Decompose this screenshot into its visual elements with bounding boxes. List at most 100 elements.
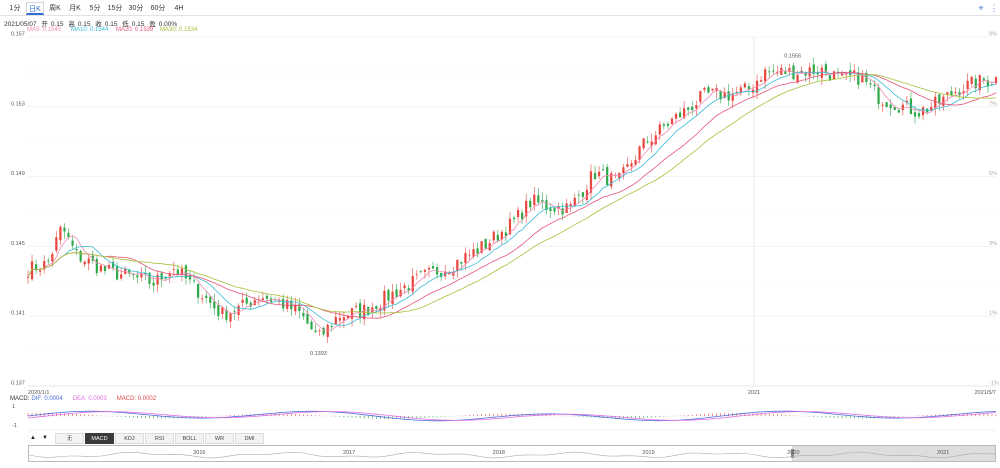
candle-body — [508, 218, 512, 235]
candle-body — [731, 93, 734, 101]
candle-body — [34, 264, 38, 271]
candle-body — [622, 167, 625, 174]
period-tab-7[interactable]: 60分 — [150, 5, 166, 12]
indicator-tab-无[interactable]: 无 — [55, 433, 84, 444]
candle-body — [233, 311, 236, 313]
candle-body — [549, 208, 552, 211]
candle-body — [626, 164, 629, 167]
candle-body — [853, 70, 856, 74]
candle-body — [391, 291, 394, 304]
candle-body — [172, 269, 175, 270]
candle-body — [537, 195, 540, 203]
candle-body — [310, 321, 313, 330]
quote-change-label: 盈 — [149, 21, 156, 28]
period-tab-5[interactable]: 15分 — [107, 5, 123, 12]
candle-body — [666, 123, 670, 126]
candle-body — [504, 232, 508, 237]
candle-body — [213, 301, 216, 309]
macd-tick-label: -1 — [12, 423, 17, 429]
indicator-tab-dmi[interactable]: DMI — [235, 433, 264, 444]
period-tab-6[interactable]: 30分 — [128, 5, 144, 12]
candle-body — [525, 200, 528, 217]
navigator-selection[interactable] — [792, 446, 995, 461]
ma5-line — [27, 69, 997, 331]
candle-body — [630, 163, 633, 167]
candle-body — [480, 241, 483, 253]
period-tab-4[interactable]: 5分 — [89, 5, 101, 12]
candle-body — [950, 91, 953, 96]
period-tab-0[interactable]: 1分 — [9, 5, 21, 12]
candle-body — [156, 274, 159, 285]
candle-body — [670, 118, 674, 125]
quote-close: 0.15 — [104, 21, 118, 28]
candle-body — [755, 80, 759, 93]
candle-body — [30, 261, 34, 280]
navigator-left-handle[interactable] — [791, 449, 795, 458]
navigator-year-2019: 2019 — [642, 450, 655, 456]
period-tab-3[interactable]: 月K — [69, 5, 81, 12]
candle-body — [245, 297, 248, 304]
candle-body — [229, 313, 232, 322]
candle-body — [658, 124, 661, 135]
period-tab-1[interactable]: 日K — [26, 2, 44, 15]
candle-body — [395, 289, 398, 297]
navigator-year-2017: 2017 — [342, 450, 356, 456]
indicator-tab-kdj[interactable]: KDJ — [115, 433, 144, 444]
candle-body — [411, 275, 414, 292]
candle-body — [103, 265, 107, 272]
y-tick-label: 0.141 — [11, 311, 25, 317]
candle-body — [764, 69, 767, 82]
range-navigator[interactable]: 2016 2017 2018 2019 2020 2021 — [28, 445, 996, 462]
candle-body — [695, 105, 698, 109]
candle-body — [824, 64, 828, 74]
candle-body — [687, 107, 690, 110]
period-tab-8[interactable]: 4H — [174, 5, 184, 12]
period-tab-2[interactable]: 周K — [49, 5, 61, 12]
candle-body — [788, 67, 791, 72]
candle-body — [857, 72, 860, 85]
candle-body — [589, 171, 593, 193]
candle-body — [75, 249, 78, 251]
indicator-tab-rsi[interactable]: RSI — [145, 433, 174, 444]
candle-body — [176, 269, 179, 275]
candle-body — [253, 300, 256, 306]
candle-body — [654, 135, 657, 145]
candles — [26, 57, 998, 343]
candle-body — [869, 83, 872, 85]
pct-tick-label: 9% — [989, 32, 997, 38]
collapse-down-icon[interactable]: ▼ — [42, 435, 48, 441]
candle-body — [67, 232, 70, 238]
collapse-up-icon[interactable]: ▲ — [30, 435, 36, 441]
candle-body — [739, 87, 742, 93]
macd-legend-macd: MACD: 0.0002 — [116, 396, 157, 402]
macd-legend-dif: DIF: 0.0004 — [31, 396, 63, 402]
candle-body — [209, 296, 212, 303]
candle-body — [196, 283, 200, 298]
pct-tick-label: -1% — [989, 381, 999, 387]
candle-body — [342, 317, 346, 321]
indicator-tab-boll[interactable]: BOLL — [175, 433, 204, 444]
candle-body — [610, 173, 613, 187]
quote-open-label: 开 — [41, 21, 48, 28]
navigator-year-2021: 2021 — [937, 450, 950, 456]
candle-body — [201, 298, 204, 300]
candle-body — [148, 272, 151, 284]
candle-body — [265, 295, 269, 299]
candle-body — [905, 100, 909, 103]
candle-body — [751, 89, 755, 93]
more-vertical-icon[interactable]: ⋮ — [989, 3, 999, 13]
candle-body — [812, 64, 815, 74]
candle-body — [938, 94, 941, 104]
candle-body — [290, 300, 293, 310]
candle-body — [577, 194, 580, 196]
candle-body — [986, 80, 990, 87]
y-tick-label: 0.149 — [11, 171, 25, 177]
indicator-tab-wr[interactable]: WR — [205, 433, 234, 444]
candle-body — [569, 203, 572, 206]
candle-body — [136, 275, 139, 278]
candle-body — [419, 271, 422, 273]
crosshair-icon[interactable]: ⌖ — [978, 3, 984, 13]
indicator-tab-macd[interactable]: MACD — [85, 433, 114, 444]
navigator-year-2020: 2020 — [787, 450, 800, 456]
